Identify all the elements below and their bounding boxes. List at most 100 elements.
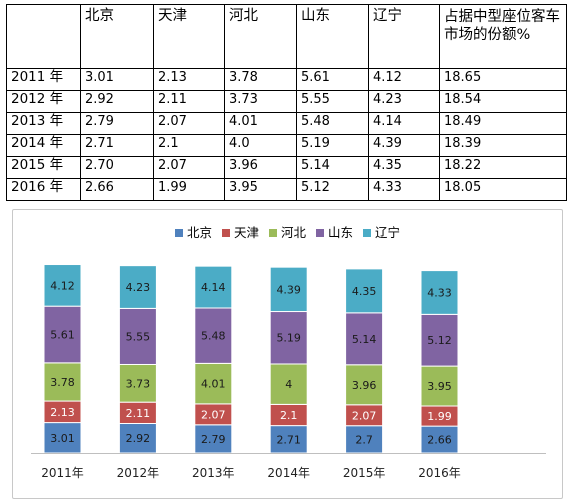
data-label: 4.12 [50,279,75,292]
data-label: 2.7 [355,433,373,446]
table-cell: 3.95 [224,178,297,201]
data-label: 3.78 [50,376,75,389]
table-row: 2014 年 2.71 2.1 4.0 5.19 4.39 18.39 [6,134,567,157]
bar-segment [194,424,233,454]
bar-segment [194,265,233,309]
legend-swatch [316,229,324,237]
table-cell: 5.19 [296,134,369,157]
table-cell: 4.0 [224,134,297,157]
data-label: 3.95 [427,380,452,393]
row-year-cell: 2011 年 [6,68,81,91]
table-cell: 2.92 [80,90,154,113]
row-year-cell: 2015 年 [6,156,81,179]
table-cell: 2.71 [80,134,154,157]
header-cell-corner [6,4,81,69]
bar-segment [118,422,157,454]
data-label: 5.61 [50,329,75,342]
legend-item: 山东 [316,222,353,241]
table-cell: 4.39 [368,134,440,157]
table-cell: 18.49 [439,112,567,135]
bar-segment [43,264,82,307]
data-label: 2.1 [280,409,298,422]
bar-segment [43,305,82,364]
bar-segment [345,312,384,366]
data-label: 2.79 [201,433,226,446]
data-label: 2.71 [276,433,301,446]
table-cell: 3.78 [224,68,297,91]
legend-label: 北京 [186,225,212,240]
header-cell-hebei: 河北 [224,4,297,69]
legend-label: 辽宁 [375,225,401,240]
legend-swatch [268,229,277,237]
x-tick-label: 2014年 [267,466,310,480]
table-cell: 1.99 [153,178,225,201]
table-cell: 2.07 [153,156,225,179]
data-label: 2.07 [201,408,226,421]
data-label: 5.12 [427,334,452,347]
data-label: 2.92 [126,432,151,445]
bar-segment [118,363,157,403]
table-cell: 18.39 [439,134,567,157]
data-label: 5.55 [126,330,151,343]
table-cell: 2.79 [80,112,154,135]
table-row: 2013 年 2.79 2.07 4.01 5.48 4.14 18.49 [6,112,567,135]
x-tick-label: 2015年 [343,466,386,480]
bar-segment [269,311,308,365]
data-label: 4.33 [427,286,452,299]
table-cell: 2.66 [80,178,154,201]
data-label: 4.23 [126,281,151,294]
table-cell: 5.61 [296,68,369,91]
table-cell: 5.55 [296,90,369,113]
bar-segment [194,307,233,364]
x-tick-label: 2011年 [41,466,84,480]
table-cell: 4.12 [368,68,440,91]
table-body: 2011 年 3.01 2.13 3.78 5.61 4.12 18.65 2012 年 2.9… [6,68,567,201]
table-cell: 5.14 [296,156,369,179]
header-cell-beijing: 北京 [80,4,154,69]
table-cell: 3.73 [224,90,297,113]
bar-segment [420,270,459,315]
data-label: 3.96 [352,379,377,392]
table-cell: 4.01 [224,112,297,135]
table-header-row: 北京 天津 河北 山东 辽宁 占据中型座位客车市场的份额% [6,4,567,69]
table-cell: 5.48 [296,112,369,135]
legend-swatch [221,229,230,237]
table-cell: 4.33 [368,178,440,201]
bar-segment [420,313,459,367]
row-year-cell: 2013 年 [6,112,81,135]
data-label: 4.01 [201,378,226,391]
bar-segment [345,268,384,314]
bar-segment [269,266,308,313]
data-label: 5.14 [352,333,377,346]
stacked-bar-chart: 3.01 2.13 3.78 5.61 4.12 2011年 2.92 2.11 3.73 5.5… [31,264,546,480]
bar-segment [420,365,459,407]
table-cell: 18.05 [439,178,567,201]
data-label: 4.14 [201,281,226,294]
data-label: 2.07 [352,409,377,422]
data-label: 2.66 [427,434,452,447]
table-cell: 18.65 [439,68,567,91]
table-cell: 2.70 [80,156,154,179]
header-cell-market-share: 占据中型座位客车市场的份额% [439,4,567,69]
data-label: 4 [285,378,292,391]
table-cell: 4.14 [368,112,440,135]
legend-item: 辽宁 [363,222,400,241]
data-label: 5.19 [276,332,301,345]
data-label: 1.99 [427,410,452,423]
data-label: 3.01 [50,432,75,445]
table-cell: 3.96 [224,156,297,179]
data-label: 4.35 [352,285,377,298]
row-year-cell: 2012 年 [6,90,81,113]
table-cell: 18.54 [439,90,567,113]
bar-segment [43,362,82,402]
data-label: 2.11 [126,407,151,420]
bar-segment [269,425,308,454]
legend-item: 天津 [221,222,259,241]
row-year-cell: 2014 年 [6,134,81,157]
legend-item: 河北 [268,222,306,241]
table-cell: 5.12 [296,178,369,201]
table-cell: 4.23 [368,90,440,113]
bar-segment [345,364,384,406]
table-cell: 18.22 [439,156,567,179]
table-cell: 2.07 [153,112,225,135]
